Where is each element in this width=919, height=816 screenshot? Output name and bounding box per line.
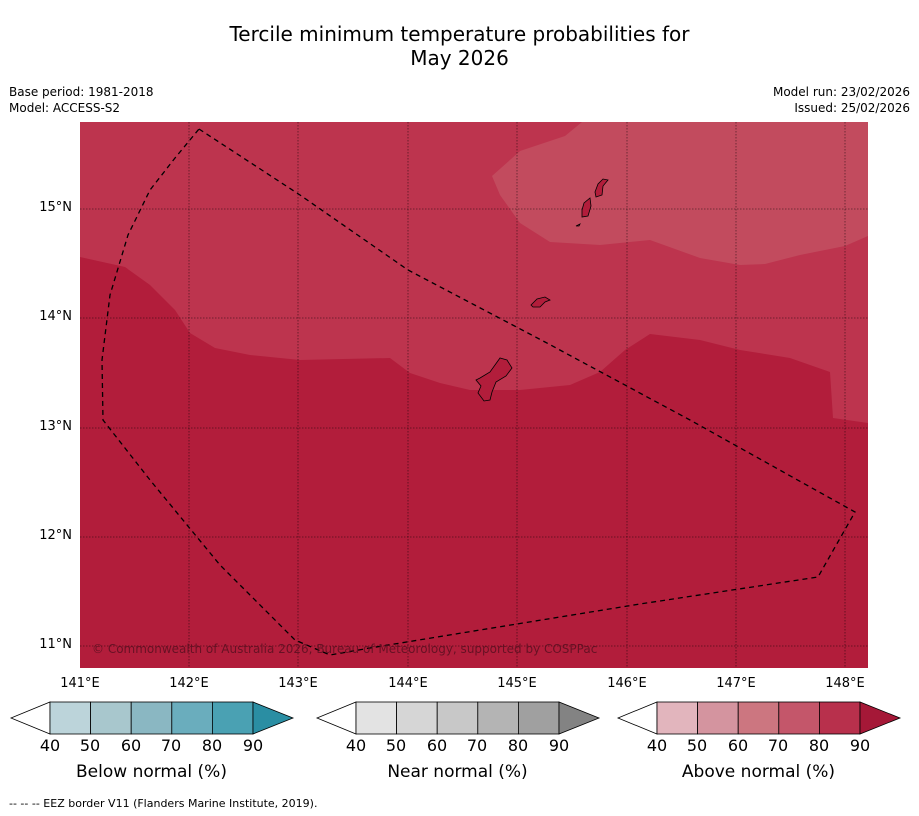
lon-label-145: 145°E — [497, 676, 537, 691]
colorbar-right-extension — [558, 701, 601, 735]
colorbar-right-extension — [252, 701, 295, 735]
lon-label-144: 144°E — [388, 676, 428, 691]
island-rota — [530, 296, 551, 308]
colorbar-above-normal — [616, 701, 902, 735]
colorbar-segment — [49, 701, 91, 735]
lon-label-146: 146°E — [607, 676, 647, 691]
eez-footnote: -- -- -- EEZ border V11 (Flanders Marine… — [9, 797, 318, 810]
colorbar-segment — [517, 701, 560, 735]
island-tinian — [581, 197, 592, 218]
colorbar-left-extension — [616, 701, 658, 735]
cb2-tick-50: 50 — [686, 736, 708, 755]
cb2-tick-40: 40 — [646, 736, 668, 755]
colorbar-segment — [130, 701, 173, 735]
colorbar-segment — [171, 701, 213, 735]
colorbar-segment — [656, 701, 698, 735]
title-line-1: Tercile minimum temperature probabilitie… — [229, 22, 690, 46]
island-aguijan — [575, 223, 581, 227]
cb1-tick-70: 70 — [466, 736, 488, 755]
map-title: Tercile minimum temperature probabilitie… — [0, 22, 919, 70]
field-low — [492, 122, 868, 265]
cb1-tick-60: 60 — [426, 736, 448, 755]
colorbar-segment — [697, 701, 739, 735]
colorbar-segment — [778, 701, 820, 735]
cb2-tick-90: 90 — [849, 736, 871, 755]
cb2-tick-80: 80 — [808, 736, 830, 755]
cb0-tick-50: 50 — [79, 736, 101, 755]
model-run: Model run: 23/02/2026 — [772, 85, 910, 99]
colorbar-segment — [396, 701, 438, 735]
meta-left: Base period: 1981-2018 Model: ACCESS-S2 — [9, 84, 154, 116]
map-panel — [80, 122, 868, 668]
cb0-tick-70: 70 — [160, 736, 182, 755]
cb0-tick-40: 40 — [39, 736, 61, 755]
colorbar-right-extension — [859, 701, 902, 735]
model-name: Model: ACCESS-S2 — [9, 101, 121, 115]
colorbar-segment — [436, 701, 479, 735]
colorbar-label-above: Above normal (%) — [681, 762, 836, 782]
lat-label-14: 14°N — [39, 309, 72, 324]
island-guam — [475, 357, 513, 402]
cb0-tick-90: 90 — [242, 736, 264, 755]
islands — [475, 178, 609, 402]
lat-label-15: 15°N — [39, 200, 72, 215]
colorbar-label-below: Below normal (%) — [76, 762, 227, 782]
colorbar-segment — [737, 701, 780, 735]
title-line-2: May 2026 — [410, 46, 509, 70]
lat-label-13: 13°N — [39, 419, 72, 434]
cb1-tick-90: 90 — [548, 736, 570, 755]
colorbar-near-normal — [315, 701, 601, 735]
cb2-tick-70: 70 — [767, 736, 789, 755]
colorbar-left-extension — [315, 701, 357, 735]
colorbar-segment — [355, 701, 397, 735]
colorbar-left-extension — [9, 701, 51, 735]
lon-label-142: 142°E — [169, 676, 209, 691]
lon-label-143: 143°E — [278, 676, 318, 691]
copyright-text: © Commonwealth of Australia 2026, Bureau… — [92, 642, 598, 656]
colorbar-segment — [477, 701, 519, 735]
issued-date: Issued: 25/02/2026 — [794, 101, 910, 115]
meta-right: Model run: 23/02/2026 Issued: 25/02/2026 — [773, 84, 910, 116]
lon-label-148: 148°E — [825, 676, 865, 691]
colorbar-label-near: Near normal (%) — [387, 762, 528, 782]
island-saipan — [594, 178, 609, 198]
lat-label-11: 11°N — [39, 637, 72, 652]
lon-label-147: 147°E — [716, 676, 756, 691]
grid-lines — [80, 122, 868, 668]
colorbar-segment — [90, 701, 132, 735]
colorbar-segment — [211, 701, 254, 735]
cb1-tick-40: 40 — [345, 736, 367, 755]
lon-label-141: 141°E — [60, 676, 100, 691]
eez-border — [101, 128, 856, 656]
lat-label-12: 12°N — [39, 528, 72, 543]
base-period: Base period: 1981-2018 — [9, 85, 154, 99]
cb0-tick-60: 60 — [120, 736, 142, 755]
cb1-tick-80: 80 — [507, 736, 529, 755]
cb2-tick-60: 60 — [727, 736, 749, 755]
cb1-tick-50: 50 — [385, 736, 407, 755]
colorbar-segment — [818, 701, 861, 735]
probability-field — [80, 122, 868, 668]
cb0-tick-80: 80 — [201, 736, 223, 755]
colorbar-below-normal — [9, 701, 295, 735]
